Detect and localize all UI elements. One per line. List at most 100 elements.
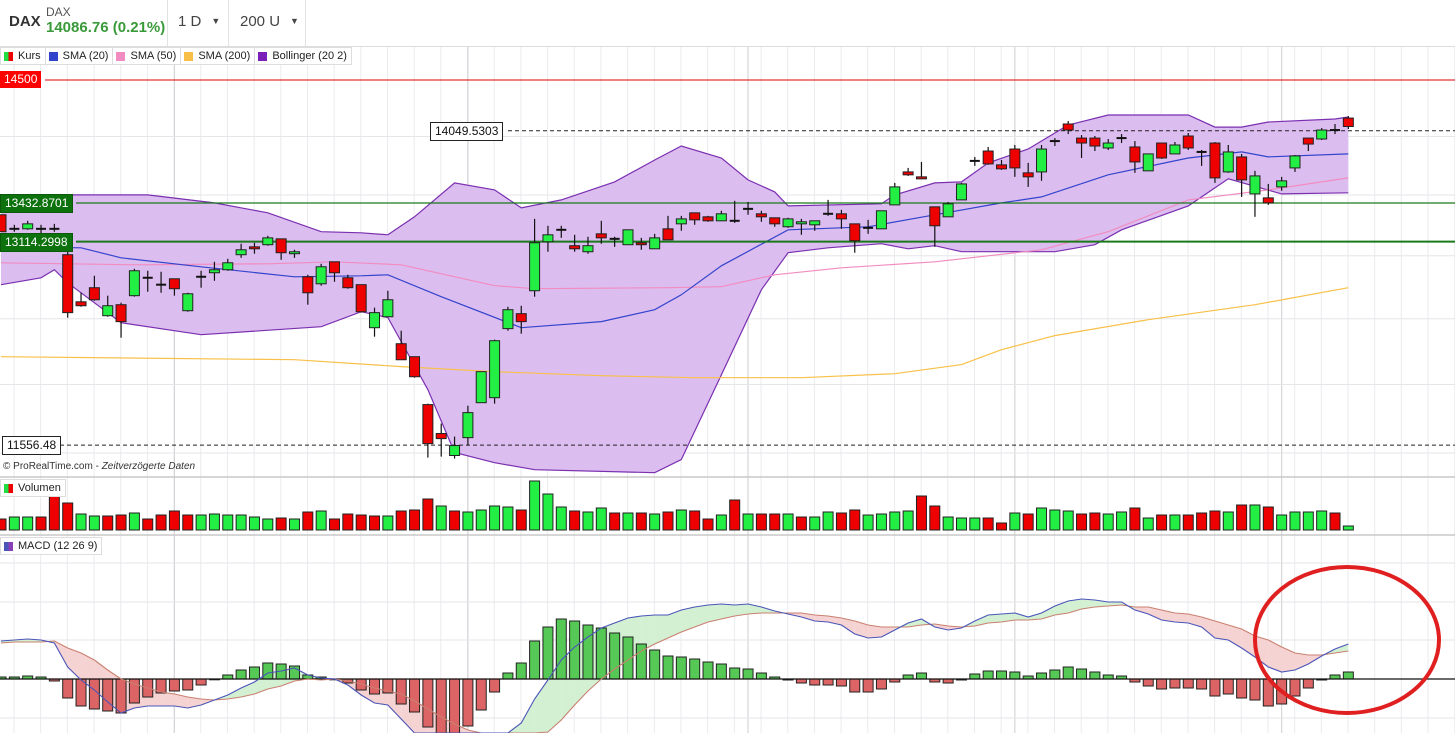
candle-body xyxy=(0,214,7,233)
macd-histogram-bar xyxy=(662,655,674,680)
legend-item-macd[interactable]: MACD (12 26 9) xyxy=(0,537,103,555)
candle-body xyxy=(1062,123,1074,131)
legend-label: Volumen xyxy=(18,482,61,494)
macd-signal-fill xyxy=(1054,601,1069,615)
candle xyxy=(222,258,234,271)
macd-signal-fill xyxy=(1161,610,1175,622)
legend-item-sma50[interactable]: SMA (50) xyxy=(112,47,182,65)
volume-bar xyxy=(1036,507,1048,531)
level-label-14500[interactable]: 14500 xyxy=(0,71,42,88)
macd-signal-fill xyxy=(694,605,709,627)
candle xyxy=(36,224,47,234)
candle-body xyxy=(462,412,474,439)
volume-bar xyxy=(889,511,901,531)
candle-body xyxy=(889,186,901,206)
candle-body xyxy=(315,266,327,285)
macd-signal-fill xyxy=(841,618,855,634)
candle xyxy=(582,236,594,254)
candle xyxy=(1276,176,1288,191)
level-label-lower-support[interactable]: 13114.2998 xyxy=(0,232,73,252)
candle-body xyxy=(168,278,180,290)
volume-bar xyxy=(369,515,381,531)
macd-histogram-bar xyxy=(555,618,567,680)
volume-bar xyxy=(849,509,861,531)
units-dropdown[interactable]: 200 U ▼ xyxy=(240,13,299,30)
candle-body xyxy=(1076,137,1088,144)
volume-bar xyxy=(996,522,1007,531)
candle-body xyxy=(409,356,421,378)
volume-bar xyxy=(75,513,87,531)
volume-bar xyxy=(662,511,674,531)
candle-swatch-icon xyxy=(4,51,13,61)
delayed-data-note: Zeitverzögerte Daten xyxy=(101,461,196,472)
candle xyxy=(435,423,447,457)
macd-signal-fill xyxy=(534,680,548,733)
candle xyxy=(156,271,167,293)
candle xyxy=(689,212,701,225)
candle xyxy=(128,268,140,297)
timeframe-dropdown[interactable]: 1 D ▼ xyxy=(178,13,220,30)
level-label-resistance[interactable]: 14049.5303 xyxy=(430,121,504,141)
volume-bar xyxy=(649,513,661,531)
candle-body xyxy=(475,371,487,404)
macd-signal-fill xyxy=(1014,613,1029,620)
macd-histogram-bar xyxy=(1222,678,1234,695)
volume-bar xyxy=(635,512,647,531)
candle xyxy=(529,218,541,297)
macd-signal-fill xyxy=(668,610,682,638)
legend-label: SMA (50) xyxy=(130,50,177,62)
candle-body xyxy=(1209,142,1221,179)
volume-bar xyxy=(489,505,501,531)
legend-item-sma200[interactable]: SMA (200) xyxy=(180,47,256,65)
macd-histogram-bar xyxy=(502,672,514,680)
legend-item-volume[interactable]: Volumen xyxy=(0,479,66,497)
macd-histogram-bar xyxy=(675,656,687,680)
candle-body xyxy=(1169,144,1181,155)
volume-bar xyxy=(155,514,167,531)
color-swatch-icon xyxy=(116,51,126,61)
color-swatch-icon xyxy=(48,51,58,61)
candle xyxy=(609,236,620,247)
candle xyxy=(1129,141,1141,173)
legend-item-kurs[interactable]: Kurs xyxy=(0,47,46,65)
macd-histogram-bar xyxy=(1342,671,1354,680)
signal-line xyxy=(0,604,1349,733)
level-label-upper-support[interactable]: 13432.8701 xyxy=(0,193,74,213)
candle-body xyxy=(342,277,354,289)
candle xyxy=(942,201,954,218)
candle xyxy=(622,229,634,246)
legend-item-sma20[interactable]: SMA (20) xyxy=(44,47,114,65)
candle xyxy=(1009,144,1021,177)
volume-bar xyxy=(248,516,260,531)
volume-bar xyxy=(622,512,634,531)
volume-bar xyxy=(1182,514,1194,531)
macd-signal-fill xyxy=(881,627,895,637)
volume-bar xyxy=(1342,525,1354,531)
volume-bar xyxy=(342,513,354,531)
macd-histogram-bar xyxy=(702,661,714,680)
candle-body xyxy=(115,304,127,323)
volume-bar xyxy=(208,513,220,531)
candle-body xyxy=(355,284,367,313)
macd-histogram-bar xyxy=(542,626,554,680)
candle-body xyxy=(849,223,861,242)
volume-bar xyxy=(1276,514,1288,531)
candle xyxy=(1249,170,1261,217)
legend-item-bollinger[interactable]: Bollinger (20 2) xyxy=(254,47,352,65)
level-label-low[interactable]: 11556.48 xyxy=(2,436,62,456)
macd-histogram-bar xyxy=(1156,678,1168,690)
candle xyxy=(1209,141,1221,183)
candle xyxy=(649,233,661,250)
volume-bar xyxy=(329,518,340,531)
annotation-circle[interactable] xyxy=(1253,565,1441,715)
volume-bar xyxy=(102,515,114,531)
symbol-title[interactable]: DAX xyxy=(9,13,41,30)
candle-body xyxy=(275,238,287,254)
candle-body xyxy=(996,164,1007,170)
candle xyxy=(235,243,247,258)
candle-body xyxy=(62,254,74,314)
macd-histogram-bar xyxy=(422,678,434,728)
candle-body xyxy=(1182,135,1194,149)
candle-body xyxy=(1342,117,1354,127)
